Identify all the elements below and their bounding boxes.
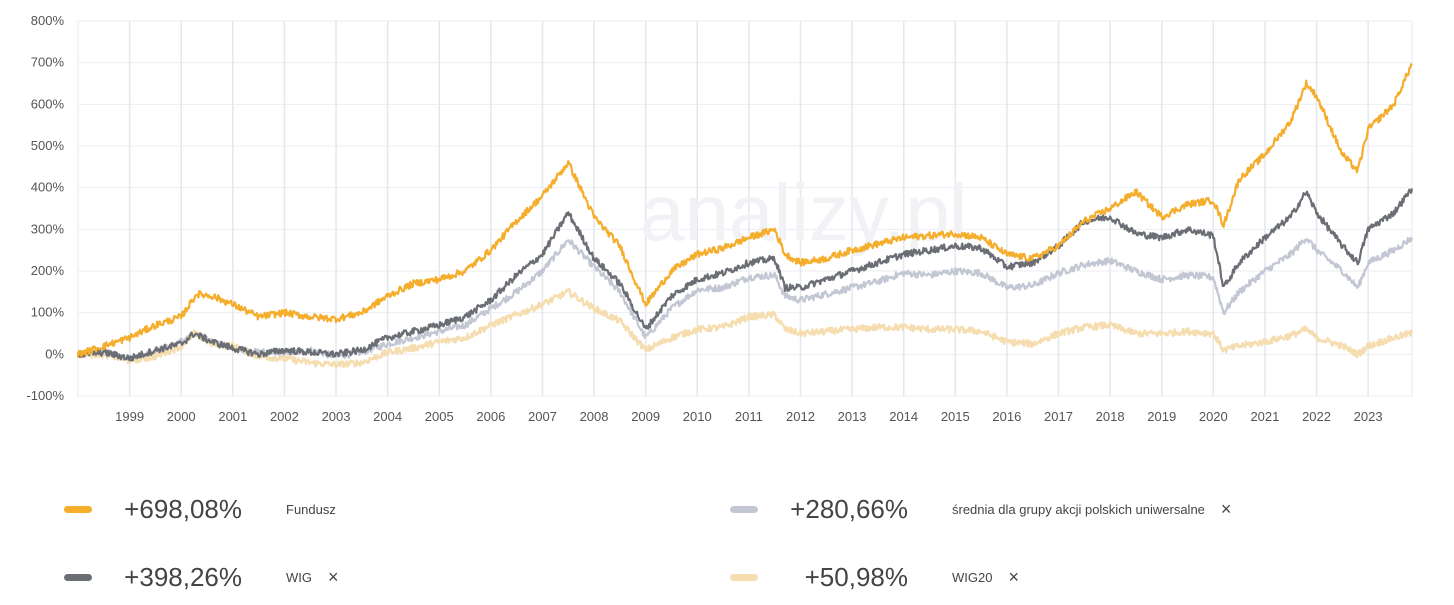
y-axis: 800% 700% 600% 500% 400% 300% 200% 100% 0% -100%	[26, 13, 64, 403]
legend-value-wig20: +50,98%	[804, 562, 908, 592]
y-tick-label: 0%	[45, 346, 64, 361]
y-tick-label: 300%	[31, 221, 65, 236]
x-tick-label: 2016	[992, 409, 1021, 424]
x-tick-label: 2008	[580, 409, 609, 424]
legend-label-wig20: WIG20	[952, 570, 993, 585]
y-tick-label: 800%	[31, 13, 65, 28]
legend-swatch-wig20	[730, 574, 758, 581]
y-tick-label: 700%	[31, 55, 65, 70]
legend-value-fundusz: +698,08%	[124, 494, 242, 524]
x-axis: 1999 2000 2001 2002 2003 2004 2005 2006 2007 2008…	[115, 409, 1382, 424]
series-line-2	[77, 188, 1414, 362]
chart-series-group	[76, 62, 1414, 369]
legend-item-srednia: +280,66% średnia dla grupy akcji polskic…	[730, 494, 1231, 525]
remove-wig20-close-icon[interactable]: ×	[1008, 567, 1019, 587]
legend-label-fundusz: Fundusz	[286, 502, 336, 517]
x-tick-label: 2018	[1096, 409, 1125, 424]
legend-swatch-fundusz	[64, 506, 92, 513]
performance-chart: analizy.pl 800% 700% 600% 500% 400% 300% 200% 1…	[26, 13, 1414, 424]
x-tick-label: 2006	[476, 409, 505, 424]
legend-swatch-srednia	[730, 506, 758, 513]
x-tick-label: 2021	[1250, 409, 1279, 424]
x-tick-label: 2020	[1199, 409, 1228, 424]
x-tick-label: 2013	[838, 409, 867, 424]
chart-grid	[77, 20, 1413, 397]
x-tick-label: 2010	[683, 409, 712, 424]
legend-item-wig20: +50,98% WIG20 ×	[730, 562, 1019, 593]
x-tick-label: 2012	[786, 409, 815, 424]
legend-swatch-wig	[64, 574, 92, 581]
x-tick-label: 2022	[1302, 409, 1331, 424]
y-tick-label: 200%	[31, 263, 65, 278]
x-tick-label: 2000	[167, 409, 196, 424]
remove-srednia-close-icon[interactable]: ×	[1220, 499, 1232, 519]
remove-wig-close-icon[interactable]: ×	[328, 567, 339, 587]
series-line-1	[76, 288, 1414, 369]
y-tick-label: 400%	[31, 180, 65, 195]
y-tick-label: 500%	[31, 138, 65, 153]
legend-label-wig: WIG	[286, 570, 312, 585]
x-tick-label: 2005	[425, 409, 454, 424]
legend-value-wig: +398,26%	[124, 562, 242, 592]
x-tick-label: 2011	[735, 409, 763, 424]
x-tick-label: 2023	[1354, 409, 1383, 424]
x-tick-label: 2017	[1044, 409, 1073, 424]
y-tick-label: 100%	[31, 305, 65, 320]
x-tick-label: 2015	[941, 409, 970, 424]
watermark: analizy.pl	[640, 168, 968, 257]
x-tick-label: 2009	[631, 409, 660, 424]
x-tick-label: 2001	[218, 409, 247, 424]
legend-item-wig: +398,26% WIG ×	[64, 562, 339, 593]
legend-value-srednia: +280,66%	[790, 494, 908, 524]
x-tick-label: 1999	[115, 409, 144, 424]
legend-item-fundusz: +698,08% Fundusz	[64, 494, 336, 525]
series-line-3	[76, 62, 1413, 358]
legend-label-srednia: średnia dla grupy akcji polskich uniwers…	[952, 502, 1205, 517]
x-tick-label: 2004	[373, 409, 402, 424]
x-tick-label: 2007	[528, 409, 557, 424]
x-tick-label: 2019	[1147, 409, 1176, 424]
x-tick-label: 2002	[270, 409, 299, 424]
x-tick-label: 2014	[889, 409, 918, 424]
y-tick-label: -100%	[26, 388, 64, 403]
y-tick-label: 600%	[31, 96, 65, 111]
x-tick-label: 2003	[322, 409, 351, 424]
